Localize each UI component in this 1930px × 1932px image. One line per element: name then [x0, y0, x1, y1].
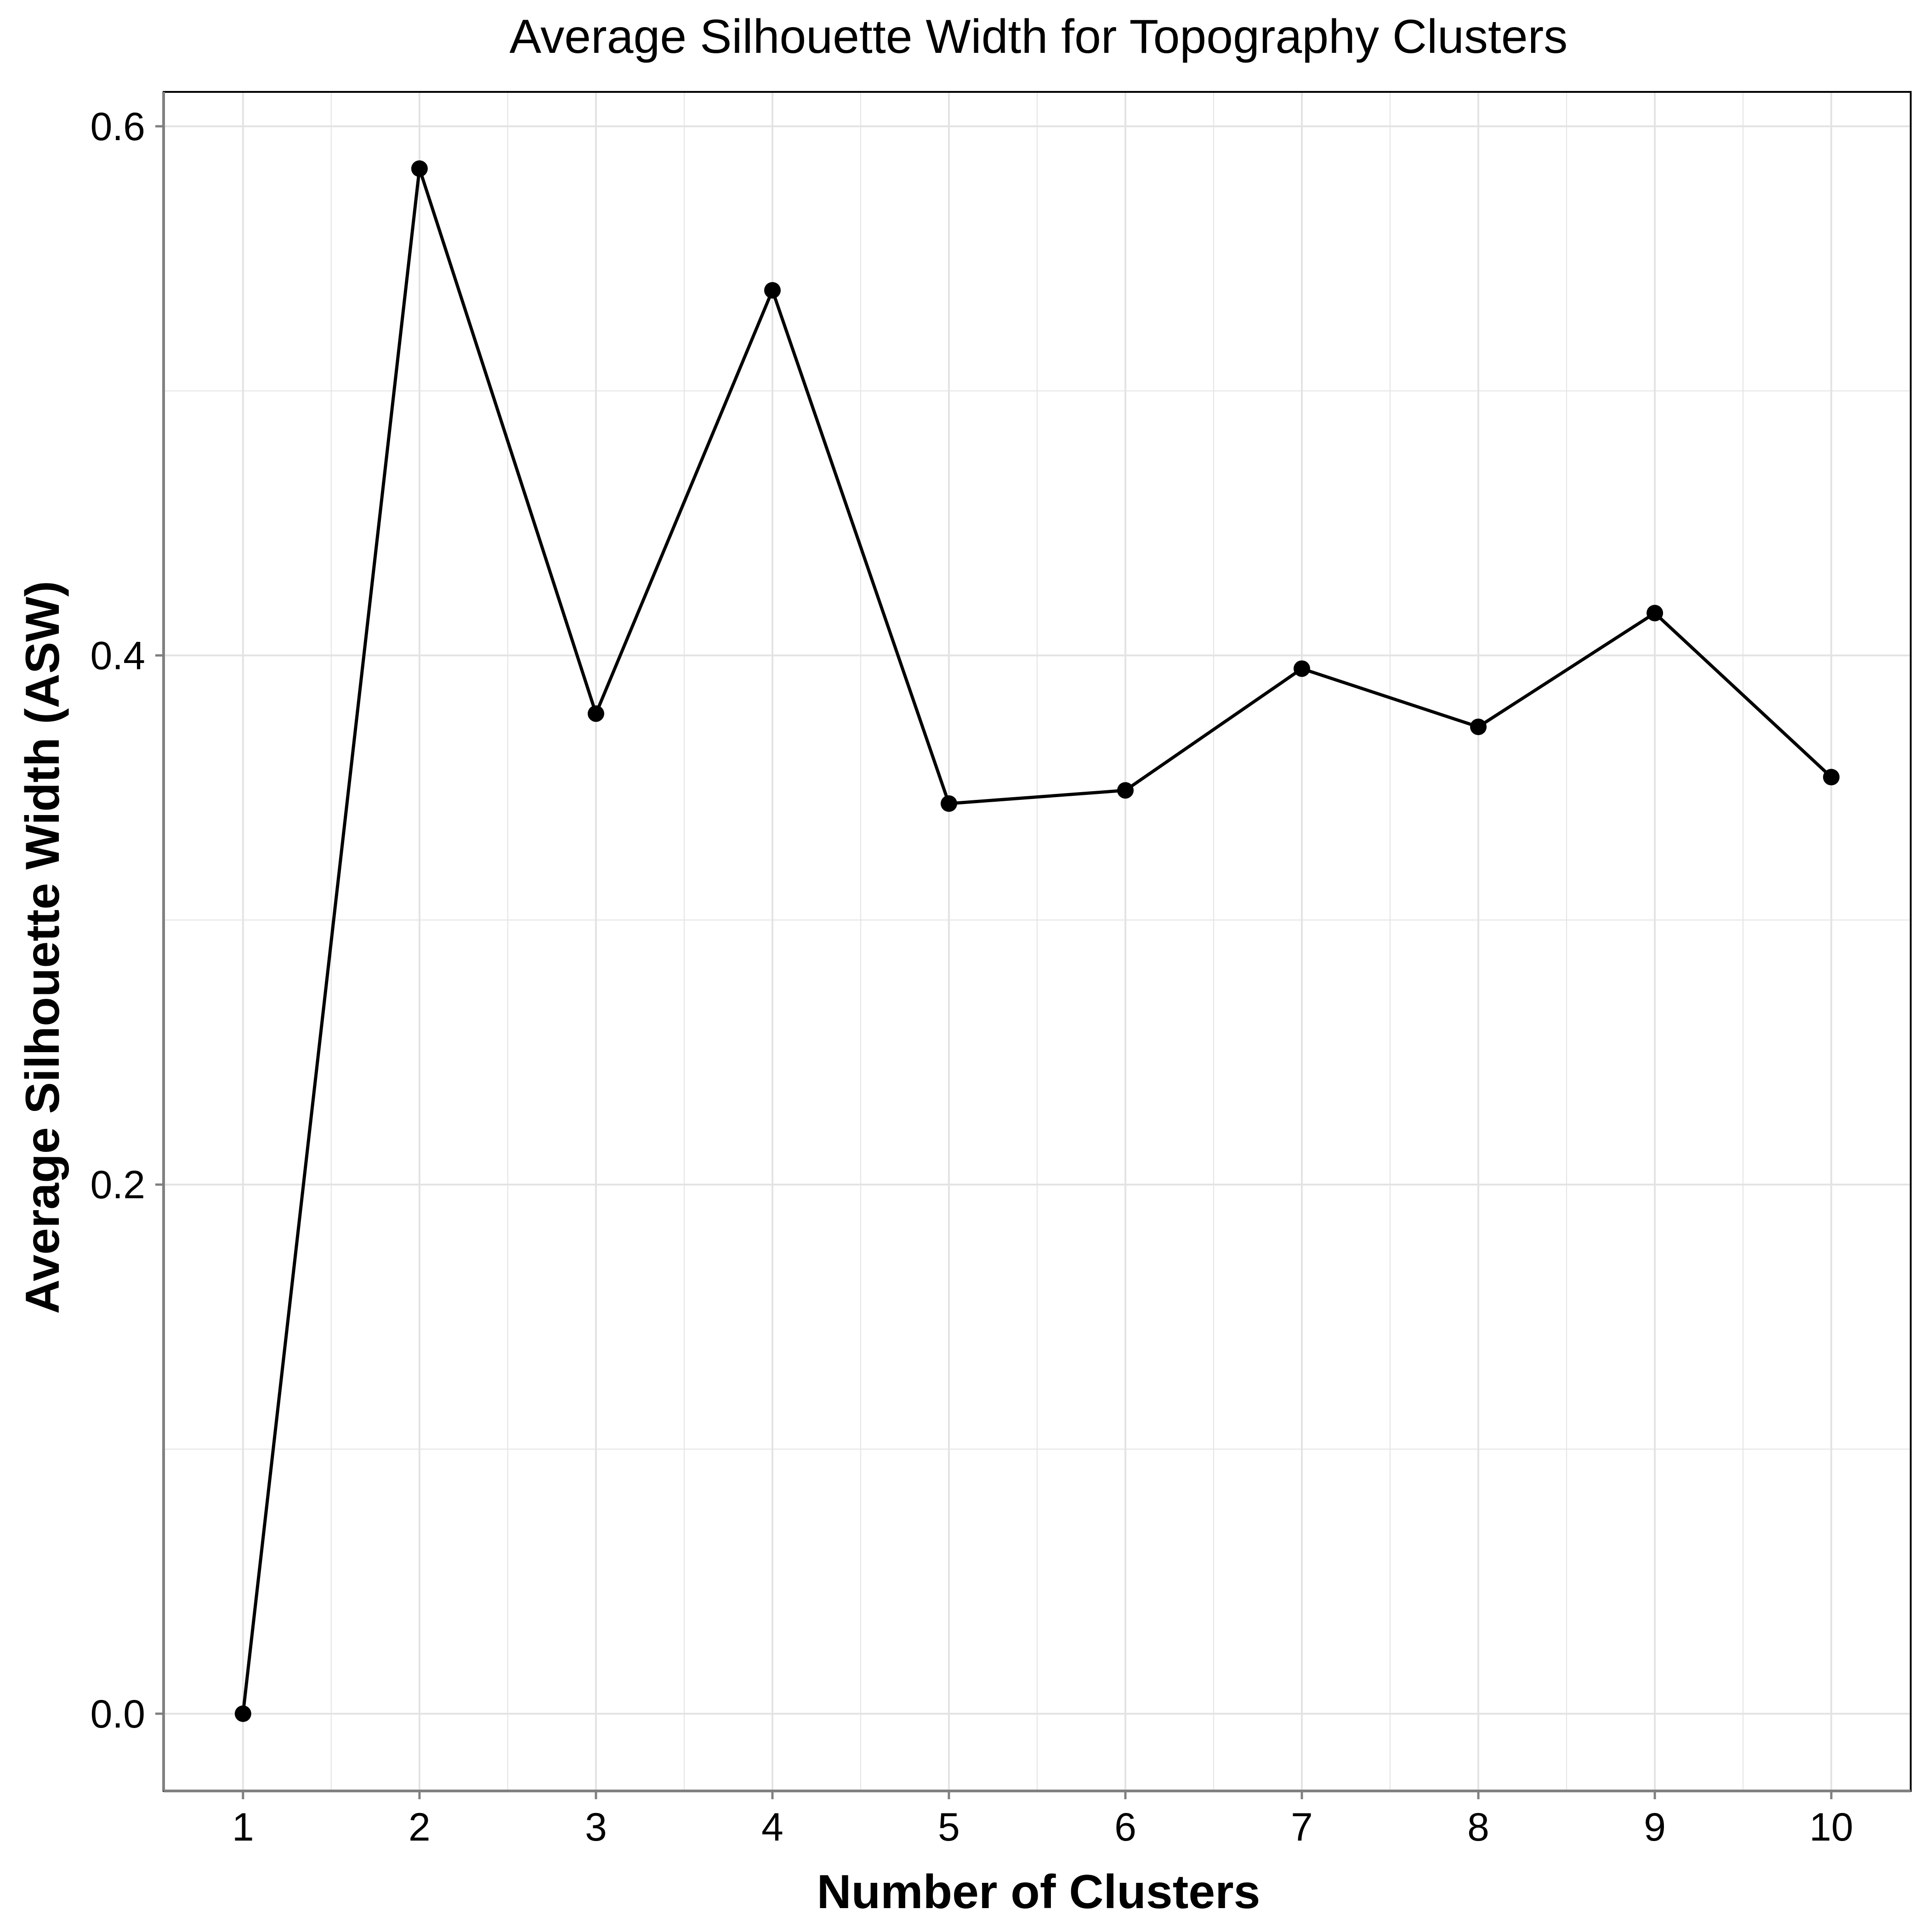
- data-point: [411, 160, 428, 177]
- y-tick-label: 0.4: [90, 634, 145, 678]
- data-point: [234, 1705, 251, 1722]
- x-tick-label: 2: [409, 1805, 431, 1849]
- x-tick-label: 3: [585, 1805, 607, 1849]
- series-line: [241, 167, 1833, 1714]
- x-tick-label: 4: [761, 1805, 783, 1849]
- data-point: [764, 282, 781, 299]
- grid: [164, 92, 1911, 1791]
- x-tick-label: 1: [232, 1805, 254, 1849]
- x-tick-label: 9: [1644, 1805, 1666, 1849]
- x-tick-label: 6: [1114, 1805, 1136, 1849]
- data-point: [1646, 605, 1663, 622]
- data-point: [940, 795, 957, 812]
- x-tick-label: 10: [1809, 1805, 1853, 1849]
- x-axis-title: Number of Clusters: [817, 1865, 1260, 1919]
- x-tick-label: 5: [938, 1805, 960, 1849]
- data-point: [1470, 718, 1487, 735]
- data-point: [587, 705, 604, 722]
- y-tick-label: 0.0: [90, 1692, 145, 1736]
- axes: 0.0 0.2 0.4 0.6 1 2 3 4 5 6 7 8 9 10: [90, 92, 1911, 1849]
- chart-title: Average Silhouette Width for Topography …: [510, 10, 1568, 63]
- data-point: [1823, 769, 1840, 786]
- data-point: [1117, 782, 1134, 799]
- x-tick-label: 8: [1467, 1805, 1489, 1849]
- data-point: [1294, 660, 1311, 677]
- y-tick-label: 0.6: [90, 105, 145, 149]
- x-tick-label: 7: [1291, 1805, 1313, 1849]
- series-layer: [234, 160, 1840, 1722]
- y-axis-title: Average Silhouette Width (ASW): [16, 581, 69, 1314]
- y-tick-label: 0.2: [90, 1163, 145, 1207]
